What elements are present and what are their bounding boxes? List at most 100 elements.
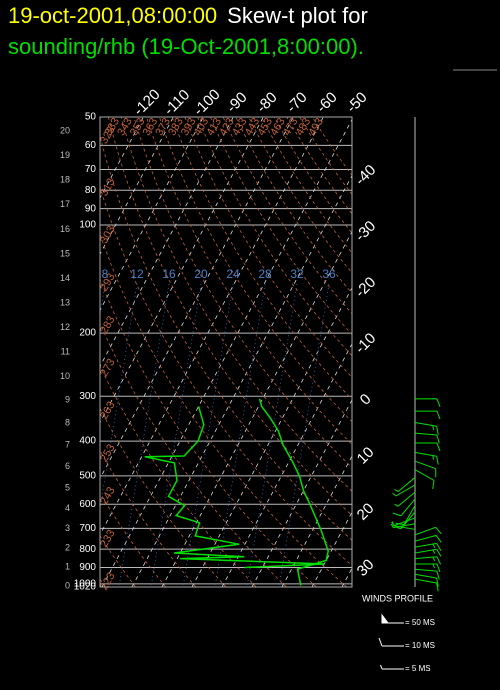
legend-label: = 50 MS (405, 618, 435, 627)
title-text: Skew-t plot for (227, 3, 368, 28)
height-label: 9 (65, 394, 70, 404)
pressure-label: 100 (79, 220, 96, 231)
pressure-label: 50 (85, 112, 97, 123)
height-label: 4 (65, 503, 70, 513)
legend-barb (380, 664, 404, 670)
pressure-label: 700 (79, 523, 96, 534)
height-label: 18 (60, 175, 70, 185)
isotherm (100, 117, 294, 480)
isotherm-label: -30 (352, 218, 379, 245)
isotherm (100, 117, 234, 368)
dry-adiabat (159, 117, 352, 423)
dry-adiabat (100, 365, 257, 587)
dry-adiabat (273, 117, 352, 234)
wind-barb (414, 556, 442, 565)
height-label: 1 (65, 562, 70, 572)
height-label: 10 (60, 371, 70, 381)
height-label: 17 (60, 199, 70, 209)
dry-adiabat (299, 117, 352, 195)
dry-adiabat-label: 313 (98, 176, 118, 198)
pressure-label: 500 (79, 471, 96, 482)
dry-adiabat (100, 232, 347, 587)
isotherm (100, 117, 144, 199)
wind-barb (414, 451, 439, 465)
isotherm (251, 399, 352, 587)
title-date: 19-oct-2001,08:00:00 (8, 3, 217, 28)
isotherm-label: -60 (313, 89, 340, 116)
height-label: 0 (65, 580, 70, 590)
profile-line (144, 406, 325, 569)
dry-adiabat (100, 449, 197, 587)
wind-barb (414, 548, 442, 557)
dry-adiabat (197, 117, 352, 357)
isotherm (100, 117, 264, 424)
isotherm-label: 30 (354, 556, 378, 580)
pressure-label: 1000 (74, 579, 97, 590)
isotherm (221, 343, 352, 587)
wind-barb (414, 410, 441, 420)
height-label: 12 (60, 322, 70, 332)
wind-barb (414, 578, 439, 592)
legend-barb (381, 613, 404, 624)
isotherm (100, 117, 324, 536)
mixing-ratio-label: 8 (102, 267, 109, 281)
legend-label: = 10 MS (405, 641, 435, 650)
dry-adiabat (100, 133, 352, 541)
dry-adiabat (100, 185, 352, 567)
wind-barb (414, 398, 441, 408)
height-label: 16 (60, 224, 70, 234)
wind-barb (414, 432, 440, 444)
mixing-ratio-label: 24 (226, 267, 240, 281)
isotherm-label: 10 (354, 444, 378, 468)
isotherm (161, 230, 352, 587)
pressure-label: 80 (85, 185, 97, 196)
wind-barb (414, 542, 442, 551)
wind-barb (414, 568, 440, 580)
mixing-ratio-label: 36 (322, 267, 336, 281)
height-label: 19 (60, 150, 70, 160)
wind-barb (414, 563, 441, 573)
isotherm-label: -20 (352, 274, 379, 301)
wind-barb (414, 460, 437, 478)
wind-barb (414, 526, 442, 536)
chart-subtitle: sounding/rhb (19-Oct-2001,8:00:00). (8, 34, 364, 59)
wind-legend-title: WINDS PROFILE (362, 593, 433, 603)
wind-barb (392, 498, 416, 517)
mixing-ratio-line (150, 283, 202, 587)
isotherm-label: 0 (357, 391, 375, 409)
plot-area (100, 117, 352, 587)
pressure-label: 300 (79, 391, 96, 402)
wind-barb (394, 477, 416, 493)
height-label: 8 (65, 417, 70, 427)
isotherm-label: -50 (343, 89, 370, 116)
dry-adiabat-label: 243 (98, 485, 118, 507)
dry-adiabat-label: 273 (98, 357, 118, 379)
mixing-ratio-line (278, 283, 330, 587)
dry-adiabat-label: 223 (98, 571, 118, 593)
height-label: 3 (65, 523, 70, 533)
pressure-label: 800 (79, 544, 96, 555)
dry-adiabat (108, 117, 352, 516)
wind-barb (414, 573, 439, 587)
wind-barb (414, 469, 435, 490)
dry-adiabat (100, 407, 227, 587)
isotherm-label: 20 (354, 500, 378, 524)
legend-label: = 5 MS (405, 664, 431, 673)
height-label: 14 (60, 273, 70, 283)
wind-barb (392, 484, 416, 497)
dry-adiabat (133, 117, 352, 469)
isotherm-label: -110 (161, 86, 193, 118)
chart-title: 19-oct-2001,08:00:00 Skew-t plot for (8, 3, 368, 28)
isotherm-label: -80 (253, 89, 280, 116)
dry-adiabat-label: 233 (98, 528, 118, 550)
dry-adiabat (184, 117, 352, 378)
pressure-label: 900 (79, 562, 96, 573)
isotherm-label: -40 (352, 162, 379, 189)
dry-adiabat (100, 492, 167, 587)
pressure-label: 60 (85, 140, 97, 151)
dry-adiabat (260, 117, 352, 254)
wind-barb (414, 534, 442, 543)
pressure-label: 400 (79, 436, 96, 447)
pressure-label: 600 (79, 499, 96, 510)
